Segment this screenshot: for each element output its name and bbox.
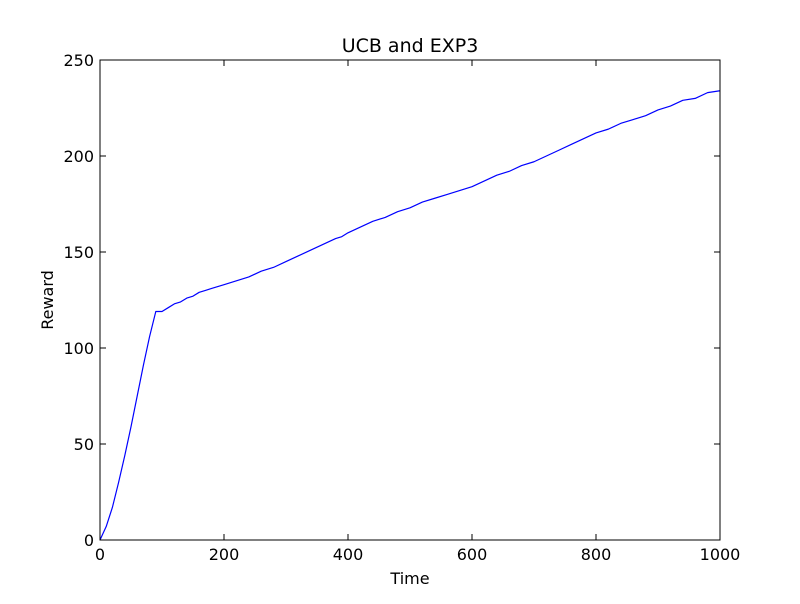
y-tick-label: 100 [63, 339, 94, 358]
y-tick-label: 250 [63, 51, 94, 70]
x-tick-label: 200 [209, 545, 240, 564]
chart-title: UCB and EXP3 [342, 35, 479, 57]
y-tick-label: 0 [84, 531, 94, 550]
x-axis-title: Time [389, 569, 429, 588]
x-tick-label: 1000 [700, 545, 741, 564]
plot-frame [99, 59, 721, 541]
x-tick-label: 0 [95, 545, 105, 564]
x-tick-label: 400 [333, 545, 364, 564]
y-tick-label: 150 [63, 243, 94, 262]
series-line-0 [99, 90, 721, 541]
x-tick-label: 600 [457, 545, 488, 564]
plot-background [100, 60, 720, 540]
plot-area: 0 200 400 600 800 1000 0 50 100 150 200 250 [63, 51, 740, 564]
y-axis-title: Reward [38, 270, 57, 330]
y-tick-label: 50 [74, 435, 94, 454]
x-tick-label: 800 [581, 545, 612, 564]
y-tick-label: 200 [63, 147, 94, 166]
